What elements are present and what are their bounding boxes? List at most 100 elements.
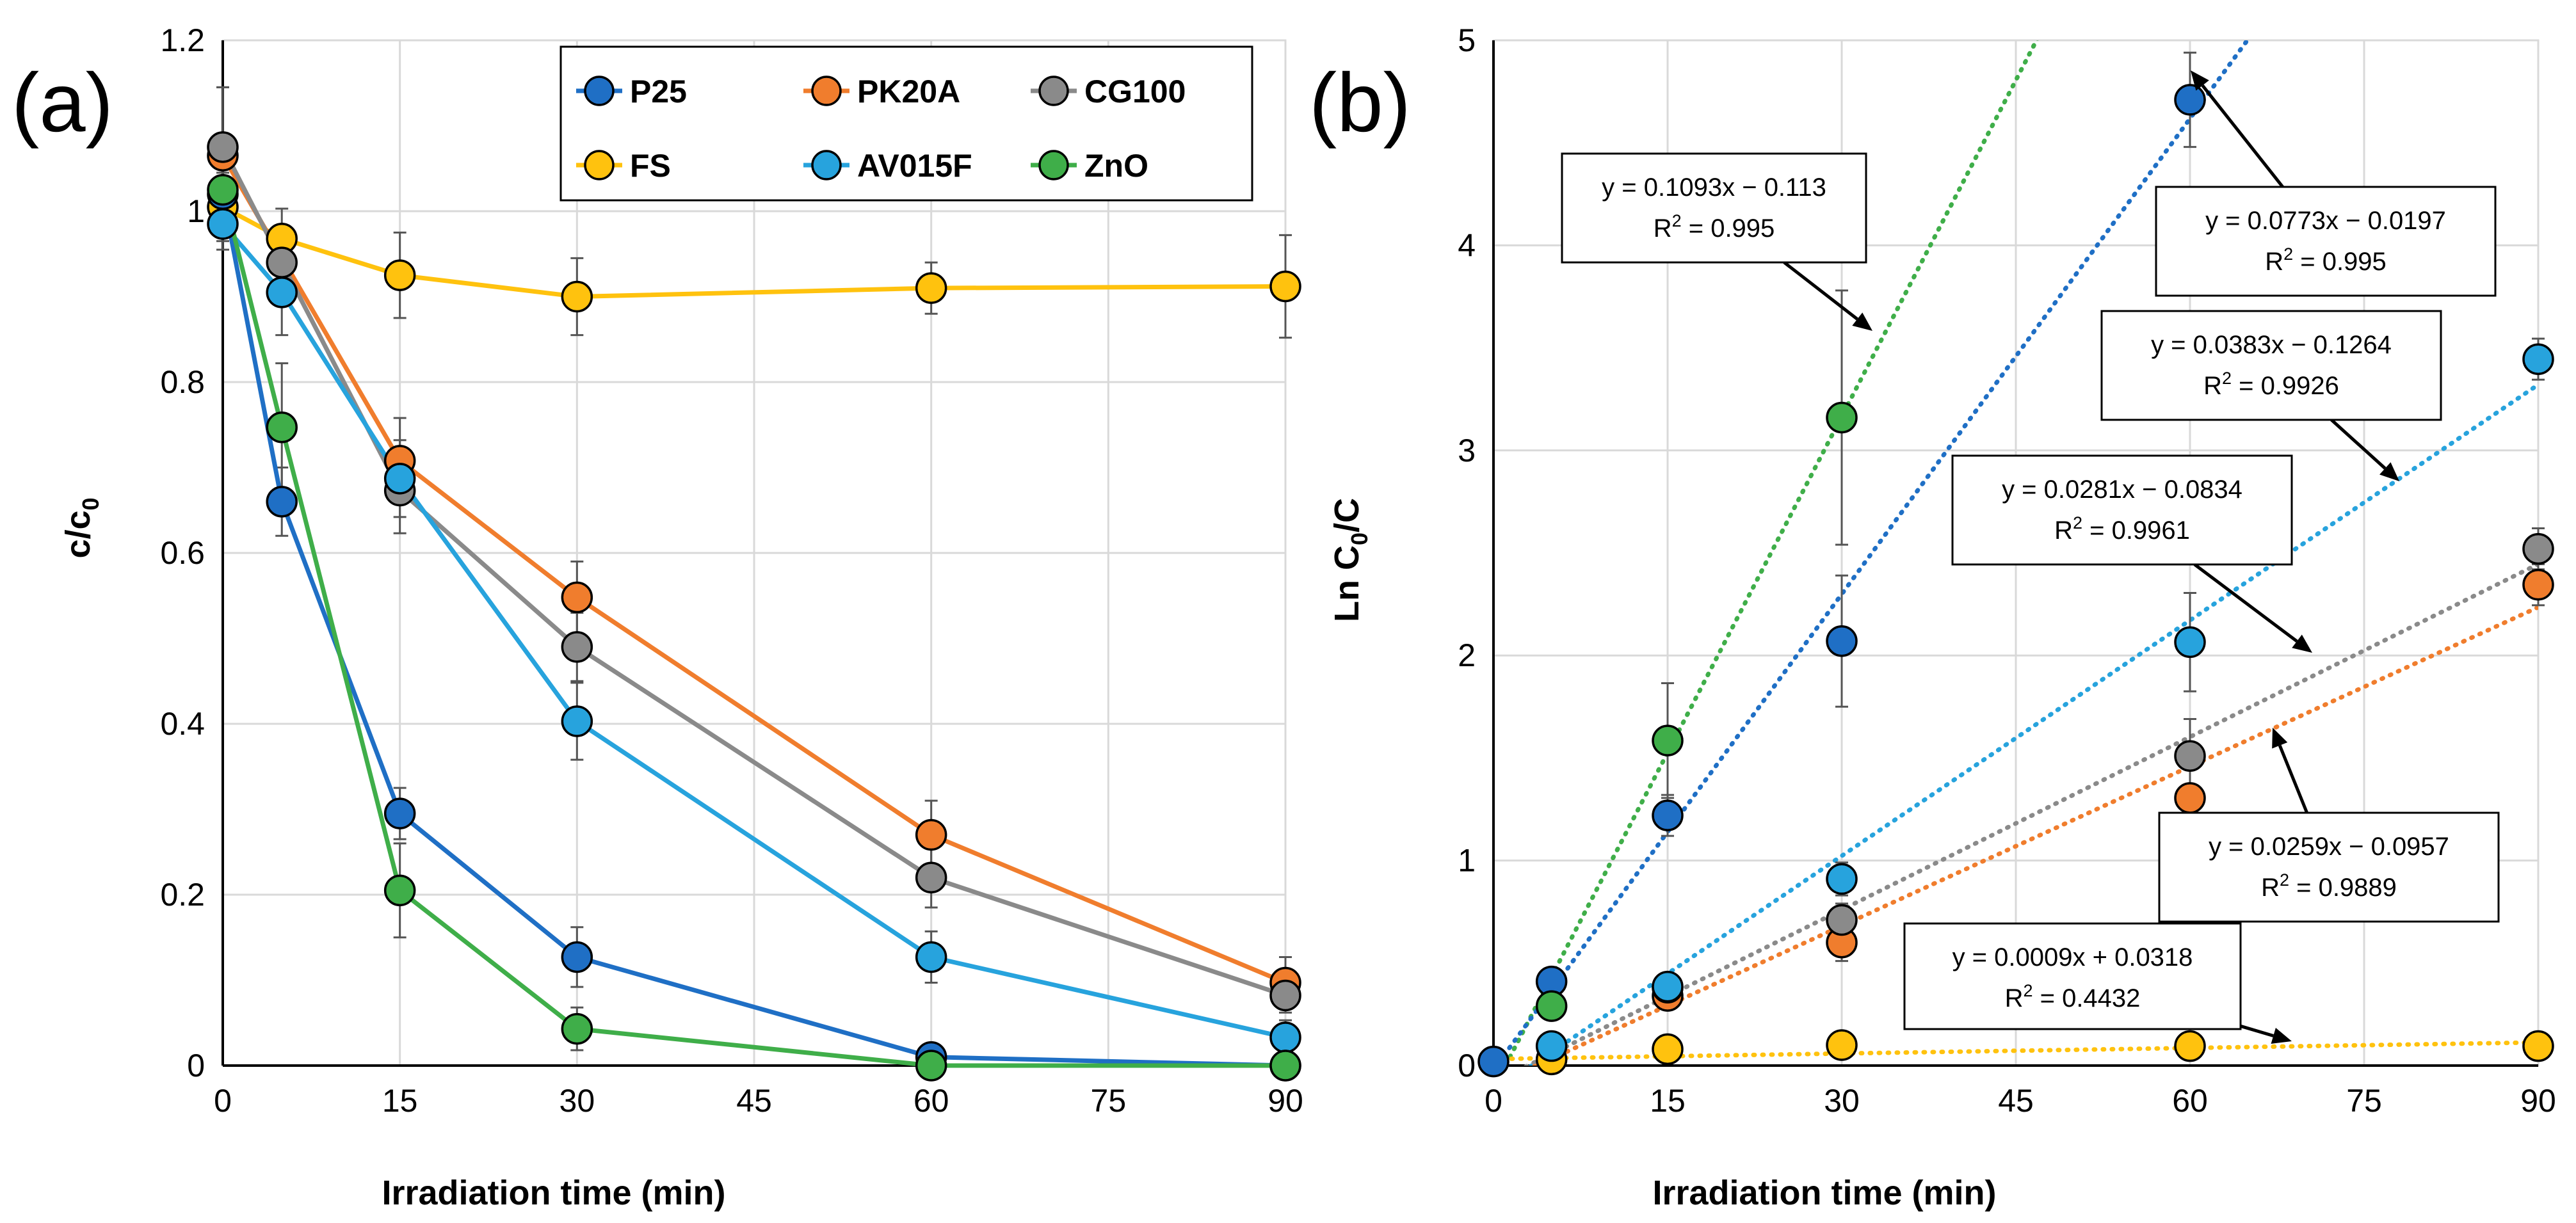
legend-label: PK20A (857, 74, 960, 109)
panel-b-equation-zno-arrow-head (1852, 312, 1872, 331)
legend-item-p25: P25 (576, 74, 687, 109)
panel-b-equation-p25: y = 0.0773x − 0.0197 R2 = 0.995 (2155, 70, 2497, 297)
panel-b-equation-zno-r-squared-label: R (1654, 214, 1672, 243)
panel-b-series-p25-point (2174, 84, 2206, 116)
panel-b-equation-cg100-r-squared: R2 = 0.9961 (2054, 513, 2190, 545)
panel-b-y-tick-label: 2 (1458, 637, 1476, 673)
panel-a-label: (a) (12, 56, 113, 149)
panel-b-series-fs-point (2174, 1030, 2206, 1062)
panel-b-equation-p25-r-squared-label: R (2265, 248, 2283, 276)
panel-a-x-tick-label: 60 (914, 1083, 949, 1119)
panel-b-y-axis-title: Ln C0/C (1328, 498, 1373, 622)
panel-a-x-axis-title: Irradiation time (min) (382, 1174, 725, 1212)
panel-b-equation-pk20a-formula: y = 0.0259x − 0.0957 (2209, 833, 2449, 861)
panel-a-y-tick-label: 0.2 (160, 877, 205, 913)
legend-swatch-marker (584, 76, 615, 106)
panel-a-y-tick-label: 0.4 (160, 706, 205, 742)
panel-b-equation-fs-formula: y = 0.0009x + 0.0318 (1952, 943, 2193, 971)
legend-item-cg100: CG100 (1031, 74, 1186, 109)
panel-a-series-fs-point (915, 272, 947, 304)
panel-b-series-av015f-point (2174, 626, 2206, 659)
panel-b-equation-zno-formula: y = 0.1093x − 0.113 (1602, 173, 1826, 202)
panel-a-y-axis-title: c/c0 (59, 497, 104, 558)
panel-a-series-cg100-point (561, 631, 593, 663)
panel-a-series-fs-point (383, 259, 416, 291)
panel-b-equation-zno-r-squared: R2 = 0.995 (1654, 211, 1775, 243)
panel-a-series-fs-point (561, 280, 593, 313)
panel-a-series-zno-point (383, 874, 416, 907)
panel-b-x-tick-label: 15 (1650, 1083, 1686, 1119)
panel-a-y-tick-label: 1 (187, 193, 205, 229)
panel-a-series-pk20a-point (561, 581, 593, 614)
panel-a-y-axis-title-sub: 0 (77, 497, 104, 510)
panel-b-y-tick-label: 1 (1458, 843, 1476, 879)
panel-b-trendline-cg100 (1522, 561, 2538, 1066)
panel-b-x-tick-label: 60 (2172, 1083, 2208, 1119)
panel-b-y-axis-title-main: Ln C (1328, 545, 1366, 622)
panel-b-equation-p25-r-squared-value: = 0.995 (2293, 248, 2387, 276)
panel-b-equation-av015f-formula: y = 0.0383x − 0.1264 (2151, 331, 2392, 359)
panel-b-equation-cg100-r-squared-value: = 0.9961 (2082, 516, 2190, 545)
panel-b-equation-pk20a-r-squared-value: = 0.9889 (2289, 874, 2397, 902)
legend-swatch-marker (811, 150, 842, 180)
panel-a-y-axis-title-main: c/c (59, 510, 97, 558)
panel-a-series-av015f-point (1269, 1021, 1301, 1053)
panel-a-y-tick-label: 0.6 (160, 535, 205, 571)
panel-a-y-tick-label: 0 (187, 1048, 205, 1083)
panel-a-legend-box (559, 45, 1253, 202)
panel-b-x-tick-label: 45 (1998, 1083, 2034, 1119)
panel-b-equation-cg100-arrow-head (2292, 634, 2312, 653)
panel-b-y-tick-label: 0 (1458, 1048, 1476, 1083)
panel-b-equation-p25-box (2155, 186, 2497, 297)
panel-b-equation-av015f-r-squared-label: R (2203, 372, 2222, 400)
panel-b-x-tick-label: 90 (2520, 1083, 2556, 1119)
panel-b-y-axis-title-end: /C (1328, 498, 1366, 532)
panel-b-equation-zno: y = 0.1093x − 0.113 R2 = 0.995 (1561, 152, 1872, 331)
panel-b-series-av015f-point (1652, 970, 1684, 1003)
legend-label: ZnO (1084, 148, 1148, 184)
legend-label: FS (630, 148, 671, 184)
panel-b-equation-cg100-arrow-shaft (2193, 563, 2298, 643)
panel-b-equation-cg100: y = 0.0281x − 0.0834 R2 = 0.9961 (1951, 454, 2312, 653)
panel-b-series-fs-point (2522, 1030, 2554, 1062)
panel-a-series-zno-point (207, 173, 239, 206)
panel-b-label: (b) (1309, 56, 1411, 149)
panel-b-equation-p25-r-squared: R2 = 0.995 (2265, 244, 2387, 276)
panel-a-series-pk20a-point (915, 819, 947, 851)
legend-swatch-marker (584, 150, 615, 180)
panel-a-x-tick-label: 30 (559, 1083, 595, 1119)
panel-a-series-cg100-point (915, 861, 947, 894)
panel-a-series-p25-point (266, 486, 298, 518)
legend-item-pk20a: PK20A (803, 74, 960, 109)
panel-b-equation-fs-r-squared-value: = 0.4432 (2033, 984, 2140, 1012)
panel-b-equation-p25-arrow-head (2191, 70, 2209, 91)
panel-b-y-tick-label: 3 (1458, 433, 1476, 468)
legend-label: P25 (630, 74, 687, 109)
panel-b-equation-av015f-arrow-head (2379, 462, 2399, 481)
panel-b-series-av015f-point (1826, 863, 1858, 895)
panel-a-legend: P25 PK20A CG100 FS AV015F ZnO (559, 45, 1253, 202)
panel-b-equation-av015f-arrow-shaft (2330, 419, 2387, 470)
panel-a-x-tick-label: 45 (736, 1083, 772, 1119)
panel-b-equation-cg100-box (1951, 454, 2293, 566)
panel-a-x-tick-label: 75 (1091, 1083, 1127, 1119)
panel-b-series-cg100-point (1826, 904, 1858, 936)
legend-swatch-marker (811, 76, 842, 106)
panel-b-equation-fs-box (1903, 922, 2242, 1030)
panel-b-equation-av015f-box (2100, 310, 2442, 421)
chart-a: 0 15 30 45 60 75 90 0 0.2 0.4 0.6 0.8 1 1.2 P25 PK20A CG… (160, 22, 1303, 1119)
svg-text:c/c0: c/c0 (59, 497, 104, 558)
panel-b-equation-zno-r-squared-value: = 0.995 (1682, 214, 1775, 243)
panel-b-y-axis-title-sub: 0 (1346, 532, 1373, 545)
panel-b-equation-pk20a-r-squared: R2 = 0.9889 (2261, 870, 2397, 902)
panel-a-x-tick-label: 15 (382, 1083, 418, 1119)
panel-b-series-zno-point (1826, 401, 1858, 434)
panel-a-series-av015f-point (207, 208, 239, 240)
panel-b-series-p25-point (1652, 799, 1684, 831)
panel-a-series-p25-line (220, 193, 1286, 1068)
panel-b-trendline-fs (1493, 1040, 2538, 1062)
panel-b-trendline-av015f (1527, 382, 2538, 1066)
panel-b-series-fs-point (1652, 1033, 1684, 1066)
